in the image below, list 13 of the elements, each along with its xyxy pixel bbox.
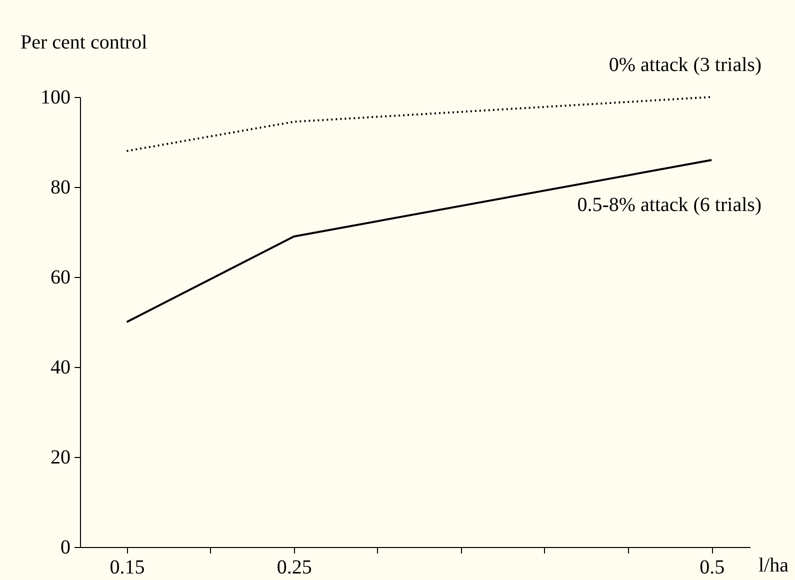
x-tick-label: 0.25 <box>276 556 312 578</box>
y-tick-label: 20 <box>50 446 70 468</box>
y-tick-label: 80 <box>50 176 70 198</box>
x-axis-title: l/ha <box>758 554 789 576</box>
series-label: 0% attack (3 trials) <box>608 54 762 76</box>
y-axis-title: Per cent control <box>20 32 148 54</box>
y-tick-label: 0 <box>60 536 70 558</box>
y-tick-label: 60 <box>50 266 70 288</box>
x-tick-label: 0.15 <box>110 556 145 578</box>
y-tick-label: 40 <box>50 356 70 378</box>
y-tick-label: 100 <box>40 86 70 108</box>
x-tick-label: 0.5 <box>700 556 725 578</box>
series-label: 0.5-8% attack (6 trials) <box>577 194 762 216</box>
